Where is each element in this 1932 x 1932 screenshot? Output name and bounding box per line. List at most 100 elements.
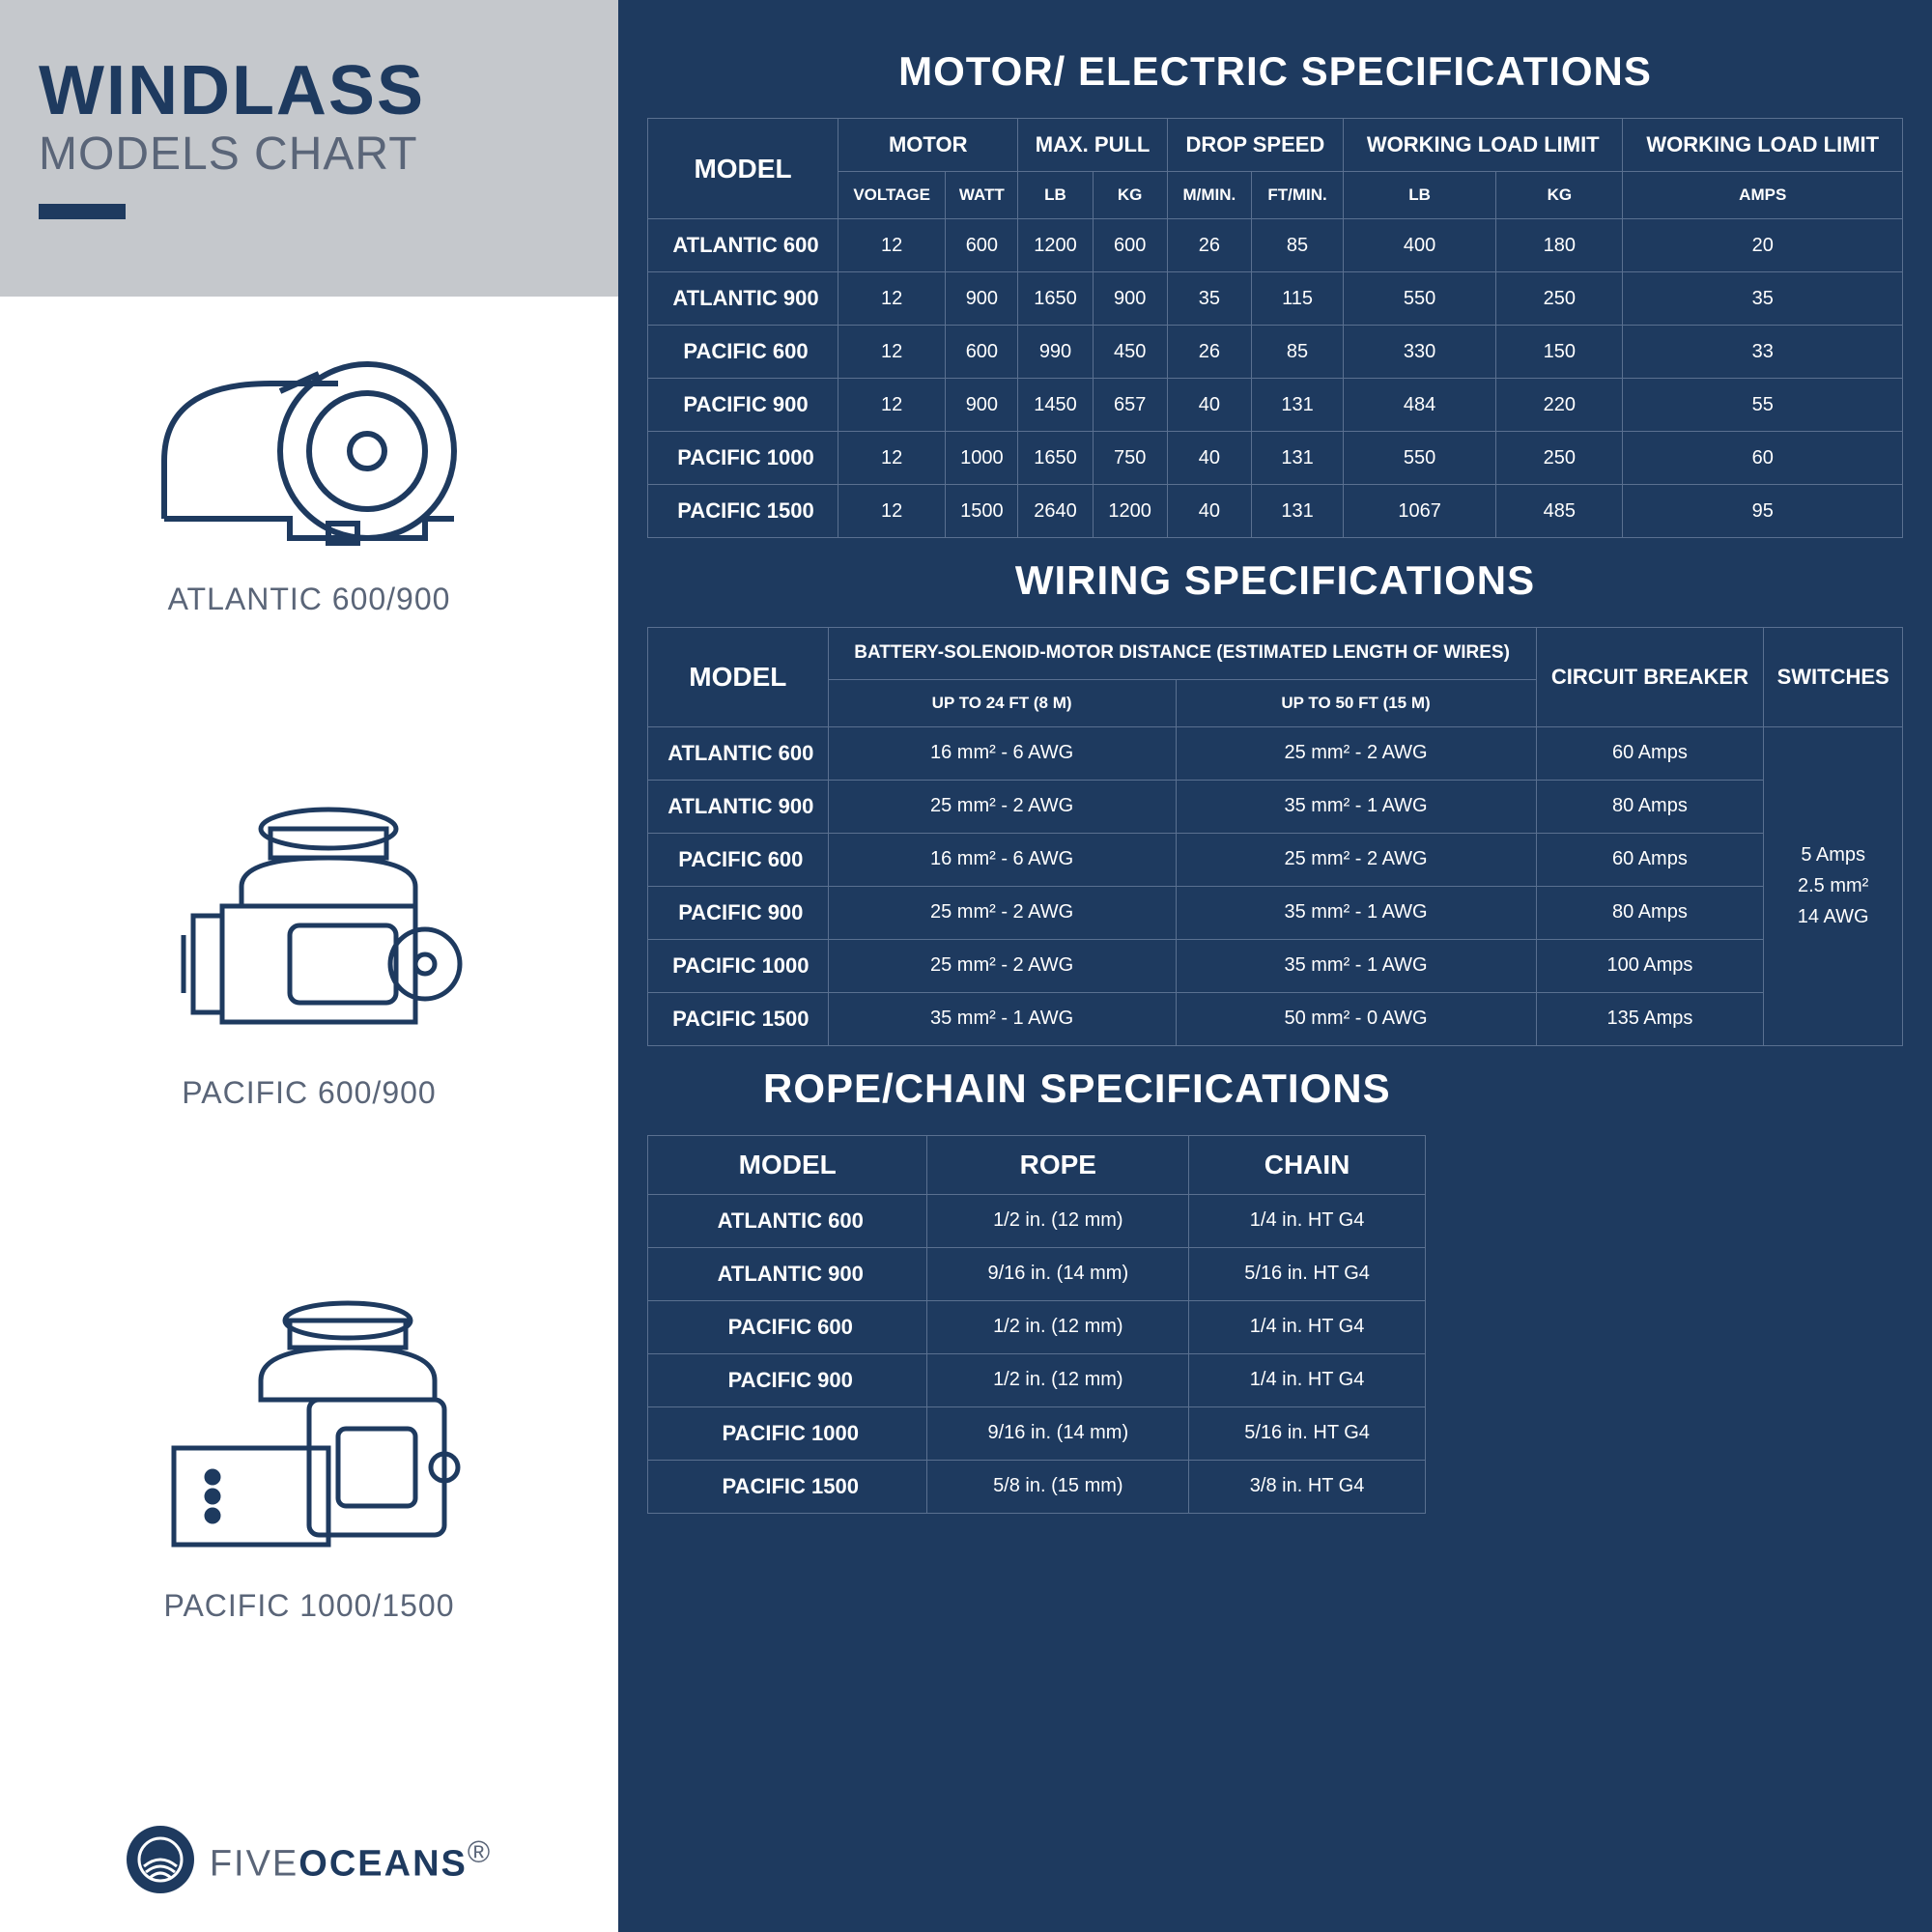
table-row: PACIFIC 100012100016507504013155025060 (648, 432, 1903, 485)
model-cell: PACIFIC 900 (648, 886, 829, 939)
data-cell: 250 (1496, 272, 1623, 326)
data-cell: 180 (1496, 219, 1623, 272)
th-sub: AMPS (1623, 172, 1903, 219)
data-cell: 35 mm² - 1 AWG (1176, 780, 1536, 833)
data-cell: 60 Amps (1536, 726, 1764, 780)
product-label: ATLANTIC 600/900 (39, 582, 580, 617)
data-cell: 1650 (1018, 432, 1093, 485)
data-cell: 150 (1496, 326, 1623, 379)
data-cell: 1/4 in. HT G4 (1189, 1194, 1426, 1247)
data-cell: 131 (1252, 432, 1344, 485)
model-cell: ATLANTIC 900 (648, 1247, 927, 1300)
th-sub: KG (1496, 172, 1623, 219)
model-cell: PACIFIC 1500 (648, 1460, 927, 1513)
brand-logo-icon (127, 1826, 194, 1893)
th-sub: LB (1018, 172, 1093, 219)
data-cell: 220 (1496, 379, 1623, 432)
brand-reg: ® (468, 1834, 492, 1869)
data-cell: 33 (1623, 326, 1903, 379)
wiring-section-title: WIRING SPECIFICATIONS (647, 557, 1903, 604)
data-cell: 85 (1252, 326, 1344, 379)
data-cell: 26 (1167, 219, 1251, 272)
data-cell: 1/2 in. (12 mm) (927, 1194, 1189, 1247)
product-pacific-small: PACIFIC 600/900 (39, 800, 580, 1111)
data-cell: 16 mm² - 6 AWG (828, 833, 1176, 886)
data-cell: 95 (1623, 485, 1903, 538)
data-cell: 25 mm² - 2 AWG (828, 780, 1176, 833)
data-cell: 55 (1623, 379, 1903, 432)
data-cell: 900 (1093, 272, 1167, 326)
table-row: ATLANTIC 9009/16 in. (14 mm)5/16 in. HT … (648, 1247, 1426, 1300)
data-cell: 9/16 in. (14 mm) (927, 1247, 1189, 1300)
th-sub: VOLTAGE (838, 172, 946, 219)
data-cell: 60 Amps (1536, 833, 1764, 886)
table-row: PACIFIC 6001/2 in. (12 mm)1/4 in. HT G4 (648, 1300, 1426, 1353)
wiring-spec-table: MODEL BATTERY-SOLENOID-MOTOR DISTANCE (E… (647, 627, 1903, 1046)
data-cell: 550 (1344, 432, 1496, 485)
data-cell: 600 (946, 326, 1018, 379)
th-sub: FT/MIN. (1252, 172, 1344, 219)
th-maxpull: MAX. PULL (1018, 119, 1167, 172)
rope-spec-table: MODEL ROPE CHAIN ATLANTIC 6001/2 in. (12… (647, 1135, 1426, 1514)
data-cell: 35 mm² - 1 AWG (1176, 939, 1536, 992)
data-cell: 5/16 in. HT G4 (1189, 1247, 1426, 1300)
brand-bold: OCEANS (298, 1843, 468, 1884)
data-cell: 25 mm² - 2 AWG (828, 886, 1176, 939)
data-cell: 40 (1167, 485, 1251, 538)
data-cell: 50 mm² - 0 AWG (1176, 992, 1536, 1045)
data-cell: 2640 (1018, 485, 1093, 538)
th-model: MODEL (648, 628, 829, 727)
th-motor: MOTOR (838, 119, 1018, 172)
data-cell: 100 Amps (1536, 939, 1764, 992)
data-cell: 12 (838, 432, 946, 485)
data-cell: 60 (1623, 432, 1903, 485)
product-label: PACIFIC 1000/1500 (39, 1588, 580, 1624)
table-row: PACIFIC 100025 mm² - 2 AWG35 mm² - 1 AWG… (648, 939, 1903, 992)
data-cell: 85 (1252, 219, 1344, 272)
right-panel: MOTOR/ ELECTRIC SPECIFICATIONS MODEL MOT… (618, 0, 1932, 1932)
data-cell: 1/2 in. (12 mm) (927, 1353, 1189, 1406)
table-row: ATLANTIC 9001290016509003511555025035 (648, 272, 1903, 326)
data-cell: 750 (1093, 432, 1167, 485)
data-cell: 40 (1167, 432, 1251, 485)
product-pacific-large: PACIFIC 1000/1500 (39, 1293, 580, 1624)
data-cell: 35 mm² - 1 AWG (828, 992, 1176, 1045)
data-cell: 25 mm² - 2 AWG (1176, 833, 1536, 886)
table-row: ATLANTIC 90025 mm² - 2 AWG35 mm² - 1 AWG… (648, 780, 1903, 833)
product-list: ATLANTIC 600/900 PACIFIC 600/900 (0, 297, 618, 1932)
model-cell: PACIFIC 1000 (648, 432, 838, 485)
model-cell: ATLANTIC 900 (648, 272, 838, 326)
data-cell: 20 (1623, 219, 1903, 272)
data-cell: 3/8 in. HT G4 (1189, 1460, 1426, 1513)
data-cell: 12 (838, 379, 946, 432)
brand-logo: FIVEOCEANS® (39, 1826, 580, 1893)
model-cell: ATLANTIC 600 (648, 726, 829, 780)
model-cell: ATLANTIC 600 (648, 1194, 927, 1247)
th-sub: KG (1093, 172, 1167, 219)
model-cell: ATLANTIC 900 (648, 780, 829, 833)
th-switches: SWITCHES (1764, 628, 1903, 727)
table-row: ATLANTIC 600126001200600268540018020 (648, 219, 1903, 272)
table-row: PACIFIC 60012600990450268533015033 (648, 326, 1903, 379)
data-cell: 40 (1167, 379, 1251, 432)
th-wll-amps: WORKING LOAD LIMIT (1623, 119, 1903, 172)
switches-cell: 5 Amps2.5 mm²14 AWG (1764, 726, 1903, 1045)
product-label: PACIFIC 600/900 (39, 1075, 580, 1111)
data-cell: 5/8 in. (15 mm) (927, 1460, 1189, 1513)
data-cell: 1/4 in. HT G4 (1189, 1300, 1426, 1353)
data-cell: 25 mm² - 2 AWG (1176, 726, 1536, 780)
data-cell: 35 mm² - 1 AWG (1176, 886, 1536, 939)
data-cell: 600 (946, 219, 1018, 272)
th-sub: M/MIN. (1167, 172, 1251, 219)
table-row: PACIFIC 9001290014506574013148422055 (648, 379, 1903, 432)
data-cell: 600 (1093, 219, 1167, 272)
brand-thin: FIVE (210, 1843, 298, 1884)
table-row: PACIFIC 10009/16 in. (14 mm)5/16 in. HT … (648, 1406, 1426, 1460)
data-cell: 135 Amps (1536, 992, 1764, 1045)
table-row: PACIFIC 15001215002640120040131106748595 (648, 485, 1903, 538)
data-cell: 5/16 in. HT G4 (1189, 1406, 1426, 1460)
data-cell: 485 (1496, 485, 1623, 538)
data-cell: 26 (1167, 326, 1251, 379)
title-underline (39, 204, 126, 219)
rope-section-title: ROPE/CHAIN SPECIFICATIONS (763, 1065, 1903, 1112)
